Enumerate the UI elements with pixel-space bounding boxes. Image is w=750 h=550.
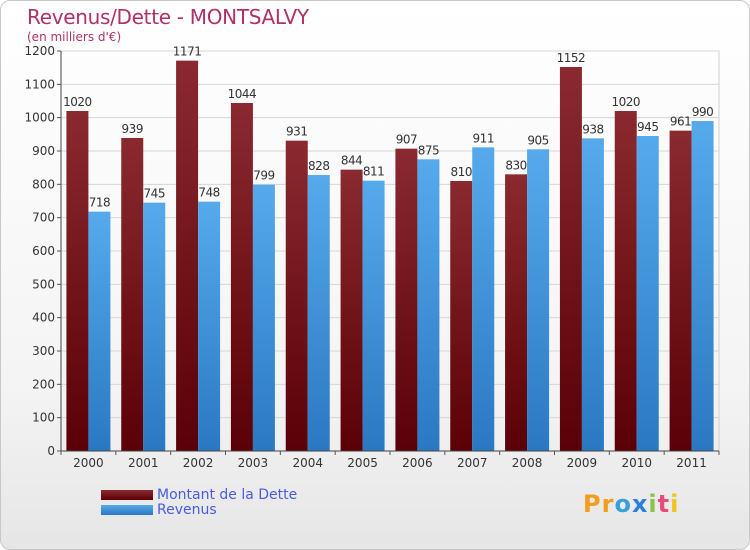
- x-tick-label: 2006: [402, 456, 433, 470]
- legend-swatch-debt: [101, 490, 153, 500]
- data-label: 1171: [173, 45, 202, 59]
- chart-title: Revenus/Dette - MONTSALVY: [27, 5, 309, 29]
- bar-dette: [669, 130, 692, 451]
- data-label: 1152: [557, 51, 586, 65]
- data-label: 939: [122, 122, 143, 136]
- bar-revenus: [636, 136, 659, 451]
- data-label: 830: [505, 158, 526, 172]
- y-tick-label: 300: [32, 344, 55, 358]
- legend-label-debt: Montant de la Dette: [157, 487, 298, 503]
- proxiti-logo: Proxiti: [583, 490, 679, 518]
- data-label: 990: [692, 105, 713, 119]
- legend-item-debt: Montant de la Dette: [101, 487, 298, 503]
- bar-revenus: [417, 159, 440, 452]
- x-tick-label: 2004: [292, 456, 323, 470]
- data-label: 718: [89, 196, 110, 210]
- x-tick-label: 2001: [128, 456, 159, 470]
- y-tick-label: 900: [32, 144, 55, 158]
- legend-item-revenus: Revenus: [101, 502, 217, 518]
- x-tick-label: 2003: [238, 456, 269, 470]
- logo-letter: P: [583, 490, 602, 518]
- data-label: 961: [670, 115, 691, 129]
- logo-letter: t: [657, 490, 671, 518]
- logo-letter: i: [648, 490, 658, 518]
- chart-subtitle: (en milliers d'€): [27, 30, 122, 44]
- data-label: 810: [451, 165, 472, 179]
- y-tick-label: 700: [32, 211, 55, 225]
- x-tick-label: 2009: [567, 456, 598, 470]
- logo-letter: i: [670, 490, 680, 518]
- data-label: 811: [363, 165, 384, 179]
- data-label: 748: [198, 186, 219, 200]
- bar-revenus: [198, 201, 221, 451]
- y-tick-label: 100: [32, 411, 55, 425]
- bar-dette: [121, 138, 144, 451]
- data-label: 911: [473, 131, 494, 145]
- bar-revenus: [307, 175, 330, 451]
- y-tick-label: 400: [32, 311, 55, 325]
- data-label: 931: [286, 125, 307, 139]
- bar-revenus: [143, 202, 166, 451]
- data-label: 938: [582, 122, 603, 136]
- y-tick-label: 200: [32, 377, 55, 391]
- bar-revenus: [362, 180, 385, 451]
- logo-letter: r: [601, 490, 615, 518]
- data-label: 844: [341, 154, 362, 168]
- bar-dette: [66, 111, 89, 451]
- bar-dette: [176, 60, 199, 452]
- bar-dette: [505, 174, 528, 452]
- y-tick-label: 1100: [24, 77, 55, 91]
- x-tick-label: 2008: [512, 456, 543, 470]
- logo-letter: o: [614, 490, 632, 518]
- data-label: 905: [527, 133, 548, 147]
- data-label: 1020: [63, 95, 92, 109]
- bar-dette: [340, 169, 363, 451]
- y-tick-label: 0: [47, 444, 55, 458]
- data-label: 1044: [228, 87, 257, 101]
- bar-dette: [559, 67, 582, 451]
- bar-dette: [614, 111, 637, 451]
- bar-revenus: [581, 138, 604, 452]
- data-label: 828: [308, 159, 329, 173]
- bar-revenus: [252, 184, 275, 451]
- x-tick-label: 2005: [347, 456, 378, 470]
- bar-revenus: [88, 211, 111, 451]
- data-label: 799: [253, 169, 274, 183]
- x-tick-label: 2010: [621, 456, 652, 470]
- y-tick-label: 800: [32, 177, 55, 191]
- data-label: 1020: [611, 95, 640, 109]
- bar-revenus: [527, 149, 550, 452]
- bar-revenus: [691, 121, 714, 451]
- x-tick-label: 2007: [457, 456, 488, 470]
- logo-letter: x: [631, 490, 649, 518]
- x-tick-label: 2000: [73, 456, 104, 470]
- data-label: 907: [396, 133, 417, 147]
- x-tick-label: 2002: [183, 456, 214, 470]
- bar-dette: [230, 103, 253, 451]
- bar-dette: [450, 181, 473, 451]
- bar-dette: [395, 148, 418, 451]
- y-tick-label: 1000: [24, 111, 55, 125]
- y-tick-label: 1200: [24, 44, 55, 58]
- bar-dette: [285, 140, 308, 451]
- data-label: 745: [144, 187, 165, 201]
- data-label: 875: [418, 143, 439, 157]
- data-label: 945: [637, 120, 658, 134]
- y-tick-label: 600: [32, 244, 55, 258]
- legend-swatch-revenus: [101, 505, 153, 515]
- bar-revenus: [472, 147, 495, 452]
- y-tick-label: 500: [32, 277, 55, 291]
- x-tick-label: 2011: [676, 456, 707, 470]
- legend-label-revenus: Revenus: [157, 502, 217, 518]
